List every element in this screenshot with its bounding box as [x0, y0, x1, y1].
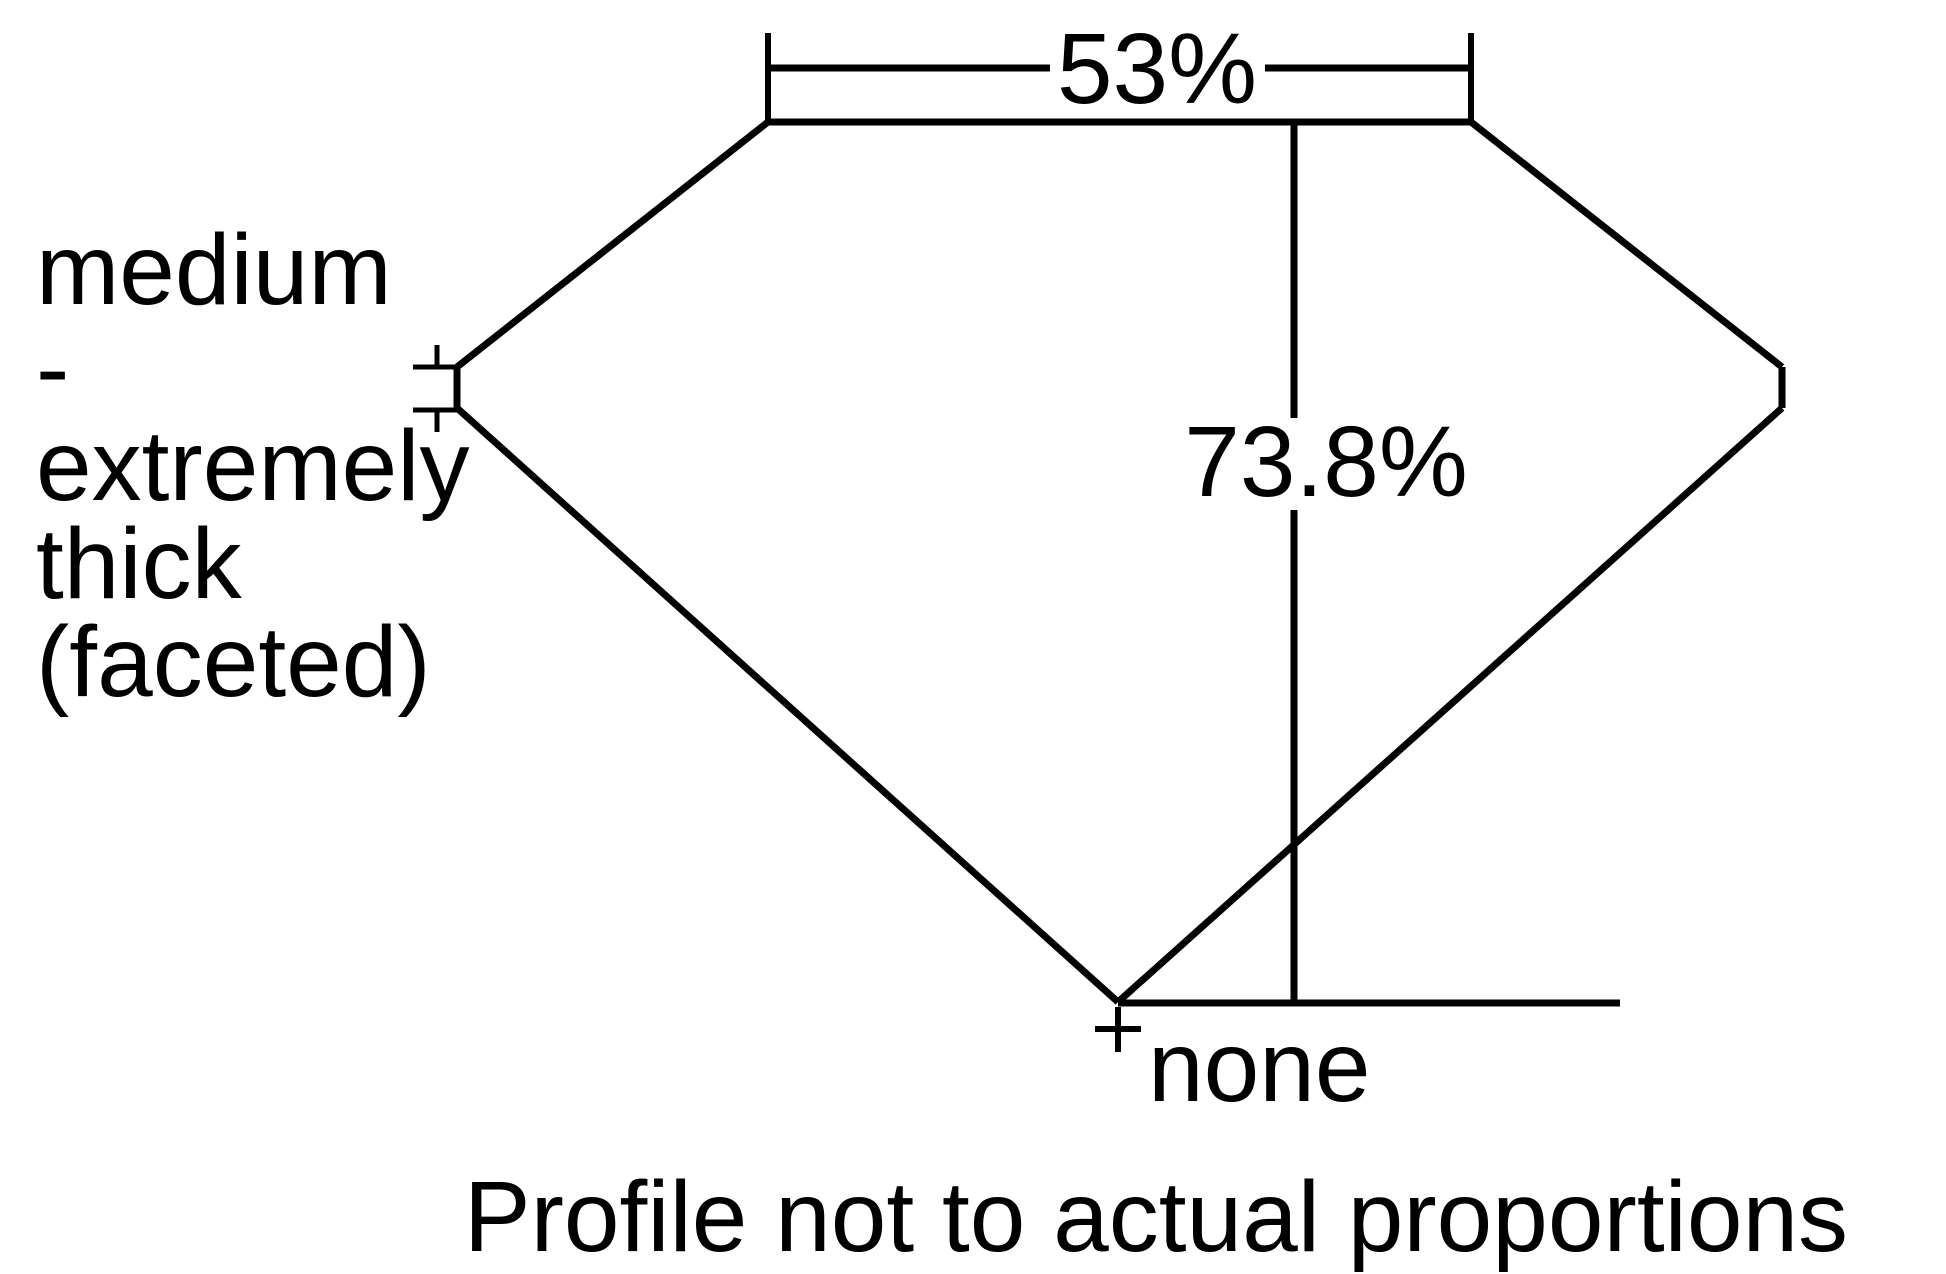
girdle-label-line-2: - [36, 312, 70, 424]
crown-facet-right [1468, 119, 1785, 370]
depth-label: 73.8% [1184, 406, 1468, 518]
table-width-label: 53% [1056, 13, 1258, 125]
girdle-label-line-5: (faceted) [36, 606, 431, 718]
girdle-label-line-1: medium [36, 214, 392, 326]
caption: Profile not to actual proportions [463, 1161, 1849, 1273]
crown-facet-left [454, 119, 771, 370]
girdle-label: medium - extremely thick (faceted) [36, 214, 470, 718]
girdle-label-line-4: thick [36, 508, 242, 620]
pavilion-facet-left [454, 405, 1121, 1005]
pavilion-facet-right [1115, 405, 1785, 1005]
girdle-label-line-3: extremely [36, 410, 470, 522]
culet-label: none [1148, 1011, 1371, 1123]
